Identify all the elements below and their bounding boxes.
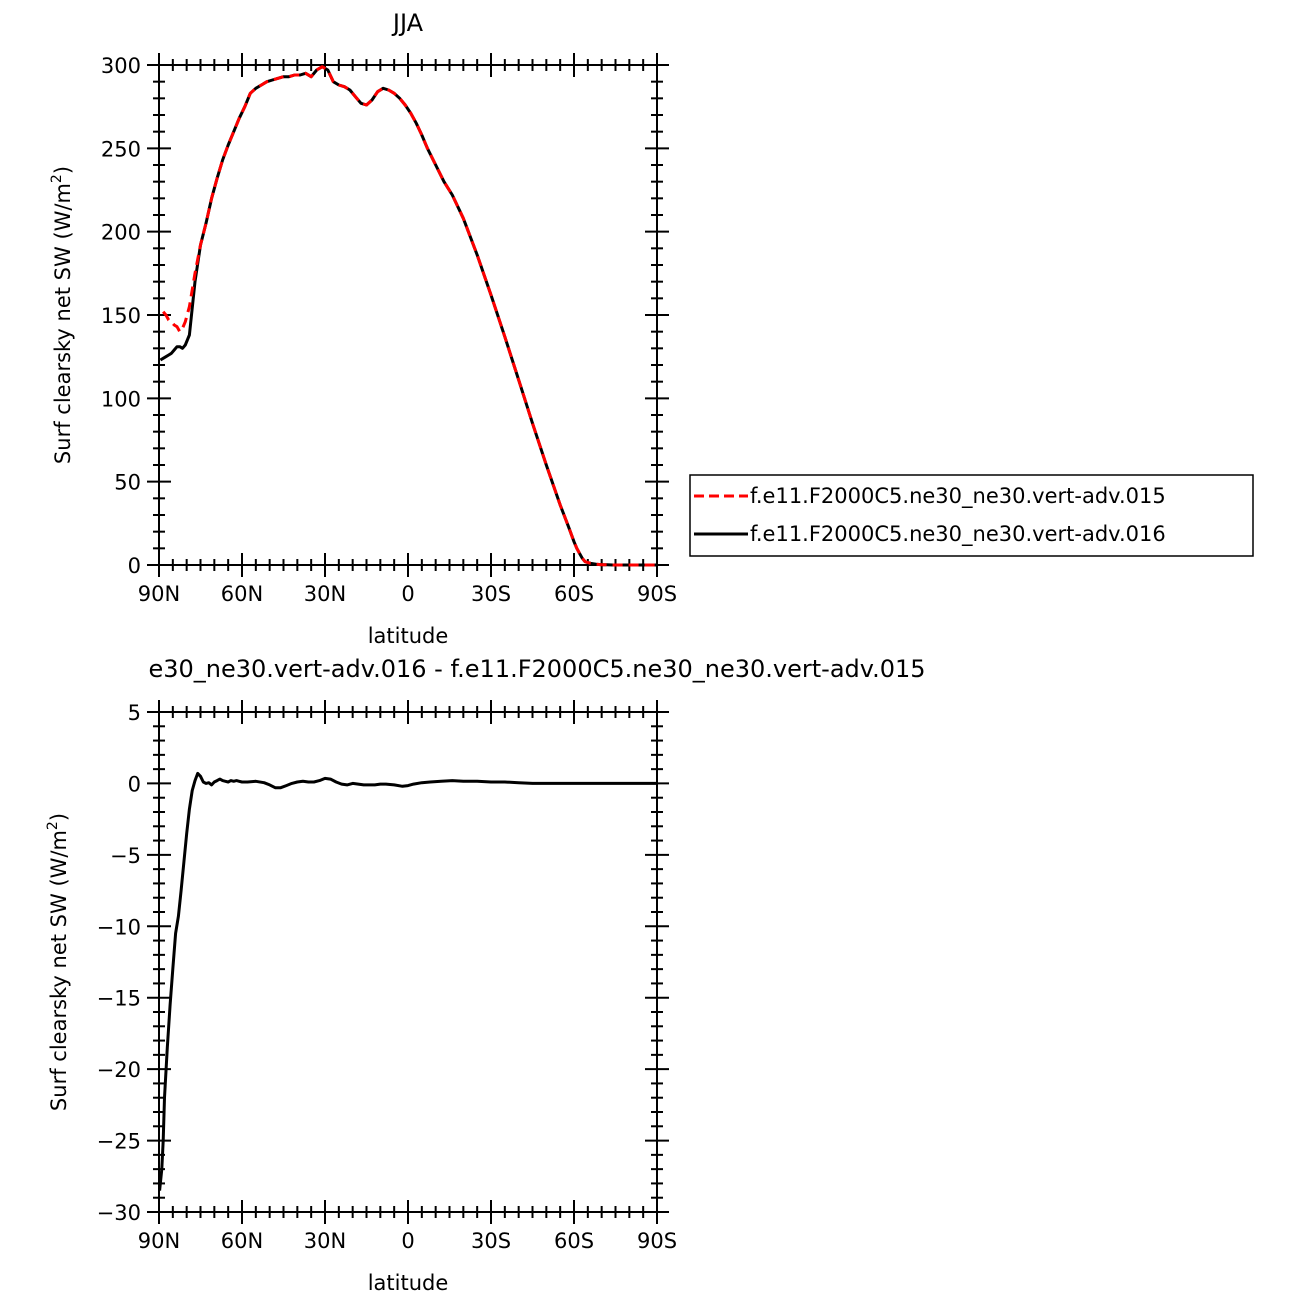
bottom-y-tick-label: −10	[97, 915, 141, 939]
top-y-axis-label-sup: 2	[49, 174, 65, 183]
top-x-tick-label: 60S	[554, 582, 594, 606]
bottom-y-axis-label: Surf clearsky net SW (W/m2)	[45, 813, 71, 1111]
top-y-tick-label: 150	[101, 304, 141, 328]
top-x-tick-label: 60N	[221, 582, 263, 606]
legend-box	[689, 474, 1254, 557]
top-y-tick-label: 300	[101, 54, 141, 78]
bottom-x-tick-label: 30N	[304, 1229, 346, 1253]
bottom-y-tick-label: −5	[110, 844, 141, 868]
bottom-y-tick-label: 0	[128, 772, 141, 796]
top-y-tick-label: 200	[101, 221, 141, 245]
top-axis-ticks: 90N 60N 30N 0 30S 60S 90S 0 50 100 150 200 250 300	[101, 53, 677, 606]
bottom-y-axis-label-text: Surf clearsky net SW (W/m	[47, 830, 71, 1111]
top-plot-frame	[158, 64, 658, 566]
top-x-tick-label: 30N	[304, 582, 346, 606]
legend-label-015: f.e11.F2000C5.ne30_ne30.vert-adv.015	[750, 484, 1166, 509]
bottom-panel: e30_ne30.vert-adv.016 - f.e11.F2000C5.ne…	[45, 655, 926, 1295]
top-x-tick-label: 30S	[471, 582, 511, 606]
bottom-series-lines	[158, 771, 657, 1191]
bottom-axis-ticks: 90N 60N 30N 0 30S 60S 90S 5 0 −5 −10 −15 −20 −25 −30	[97, 700, 677, 1253]
bottom-y-tick-label: −25	[97, 1130, 141, 1154]
legend: f.e11.F2000C5.ne30_ne30.vert-adv.015 f.e…	[689, 474, 1254, 557]
top-y-axis-label-text: Surf clearsky net SW (W/m	[51, 183, 75, 464]
top-panel: JJA 90N 60N 30N 0 30S 60S 90S 0 50 100 150 200 250 30…	[49, 9, 1254, 648]
legend-label-016: f.e11.F2000C5.ne30_ne30.vert-adv.016	[750, 522, 1166, 547]
top-x-axis-label: latitude	[368, 624, 449, 648]
top-series-line-2	[159, 65, 657, 567]
bottom-y-axis-label-close: )	[47, 813, 71, 821]
top-x-tick-label: 90S	[637, 582, 677, 606]
bottom-x-tick-label: 0	[401, 1229, 414, 1253]
top-y-axis-label-close: )	[51, 166, 75, 174]
bottom-x-tick-label: 90S	[637, 1229, 677, 1253]
top-series-line-1	[162, 65, 657, 567]
bottom-x-tick-label: 60S	[554, 1229, 594, 1253]
bottom-y-tick-label: −15	[97, 987, 141, 1011]
bottom-x-tick-label: 90N	[138, 1229, 180, 1253]
top-y-tick-label: 50	[114, 471, 141, 495]
bottom-x-tick-label: 60N	[221, 1229, 263, 1253]
top-y-tick-label: 250	[101, 137, 141, 161]
top-series-lines	[159, 65, 657, 567]
top-x-tick-label: 90N	[138, 582, 180, 606]
top-y-tick-label: 0	[128, 554, 141, 578]
bottom-y-tick-label: 5	[128, 701, 141, 725]
bottom-y-axis-label-sup: 2	[45, 821, 61, 830]
top-y-tick-label: 100	[101, 387, 141, 411]
top-chart-title: JJA	[391, 9, 424, 37]
bottom-y-tick-label: −20	[97, 1058, 141, 1082]
bottom-y-tick-label: −30	[97, 1201, 141, 1225]
bottom-x-tick-label: 30S	[471, 1229, 511, 1253]
bottom-series-line-1	[158, 771, 657, 1191]
top-x-tick-label: 0	[401, 582, 414, 606]
bottom-x-axis-label: latitude	[368, 1271, 449, 1295]
top-y-axis-label: Surf clearsky net SW (W/m2)	[49, 166, 75, 464]
bottom-chart-title: e30_ne30.vert-adv.016 - f.e11.F2000C5.ne…	[148, 655, 925, 683]
